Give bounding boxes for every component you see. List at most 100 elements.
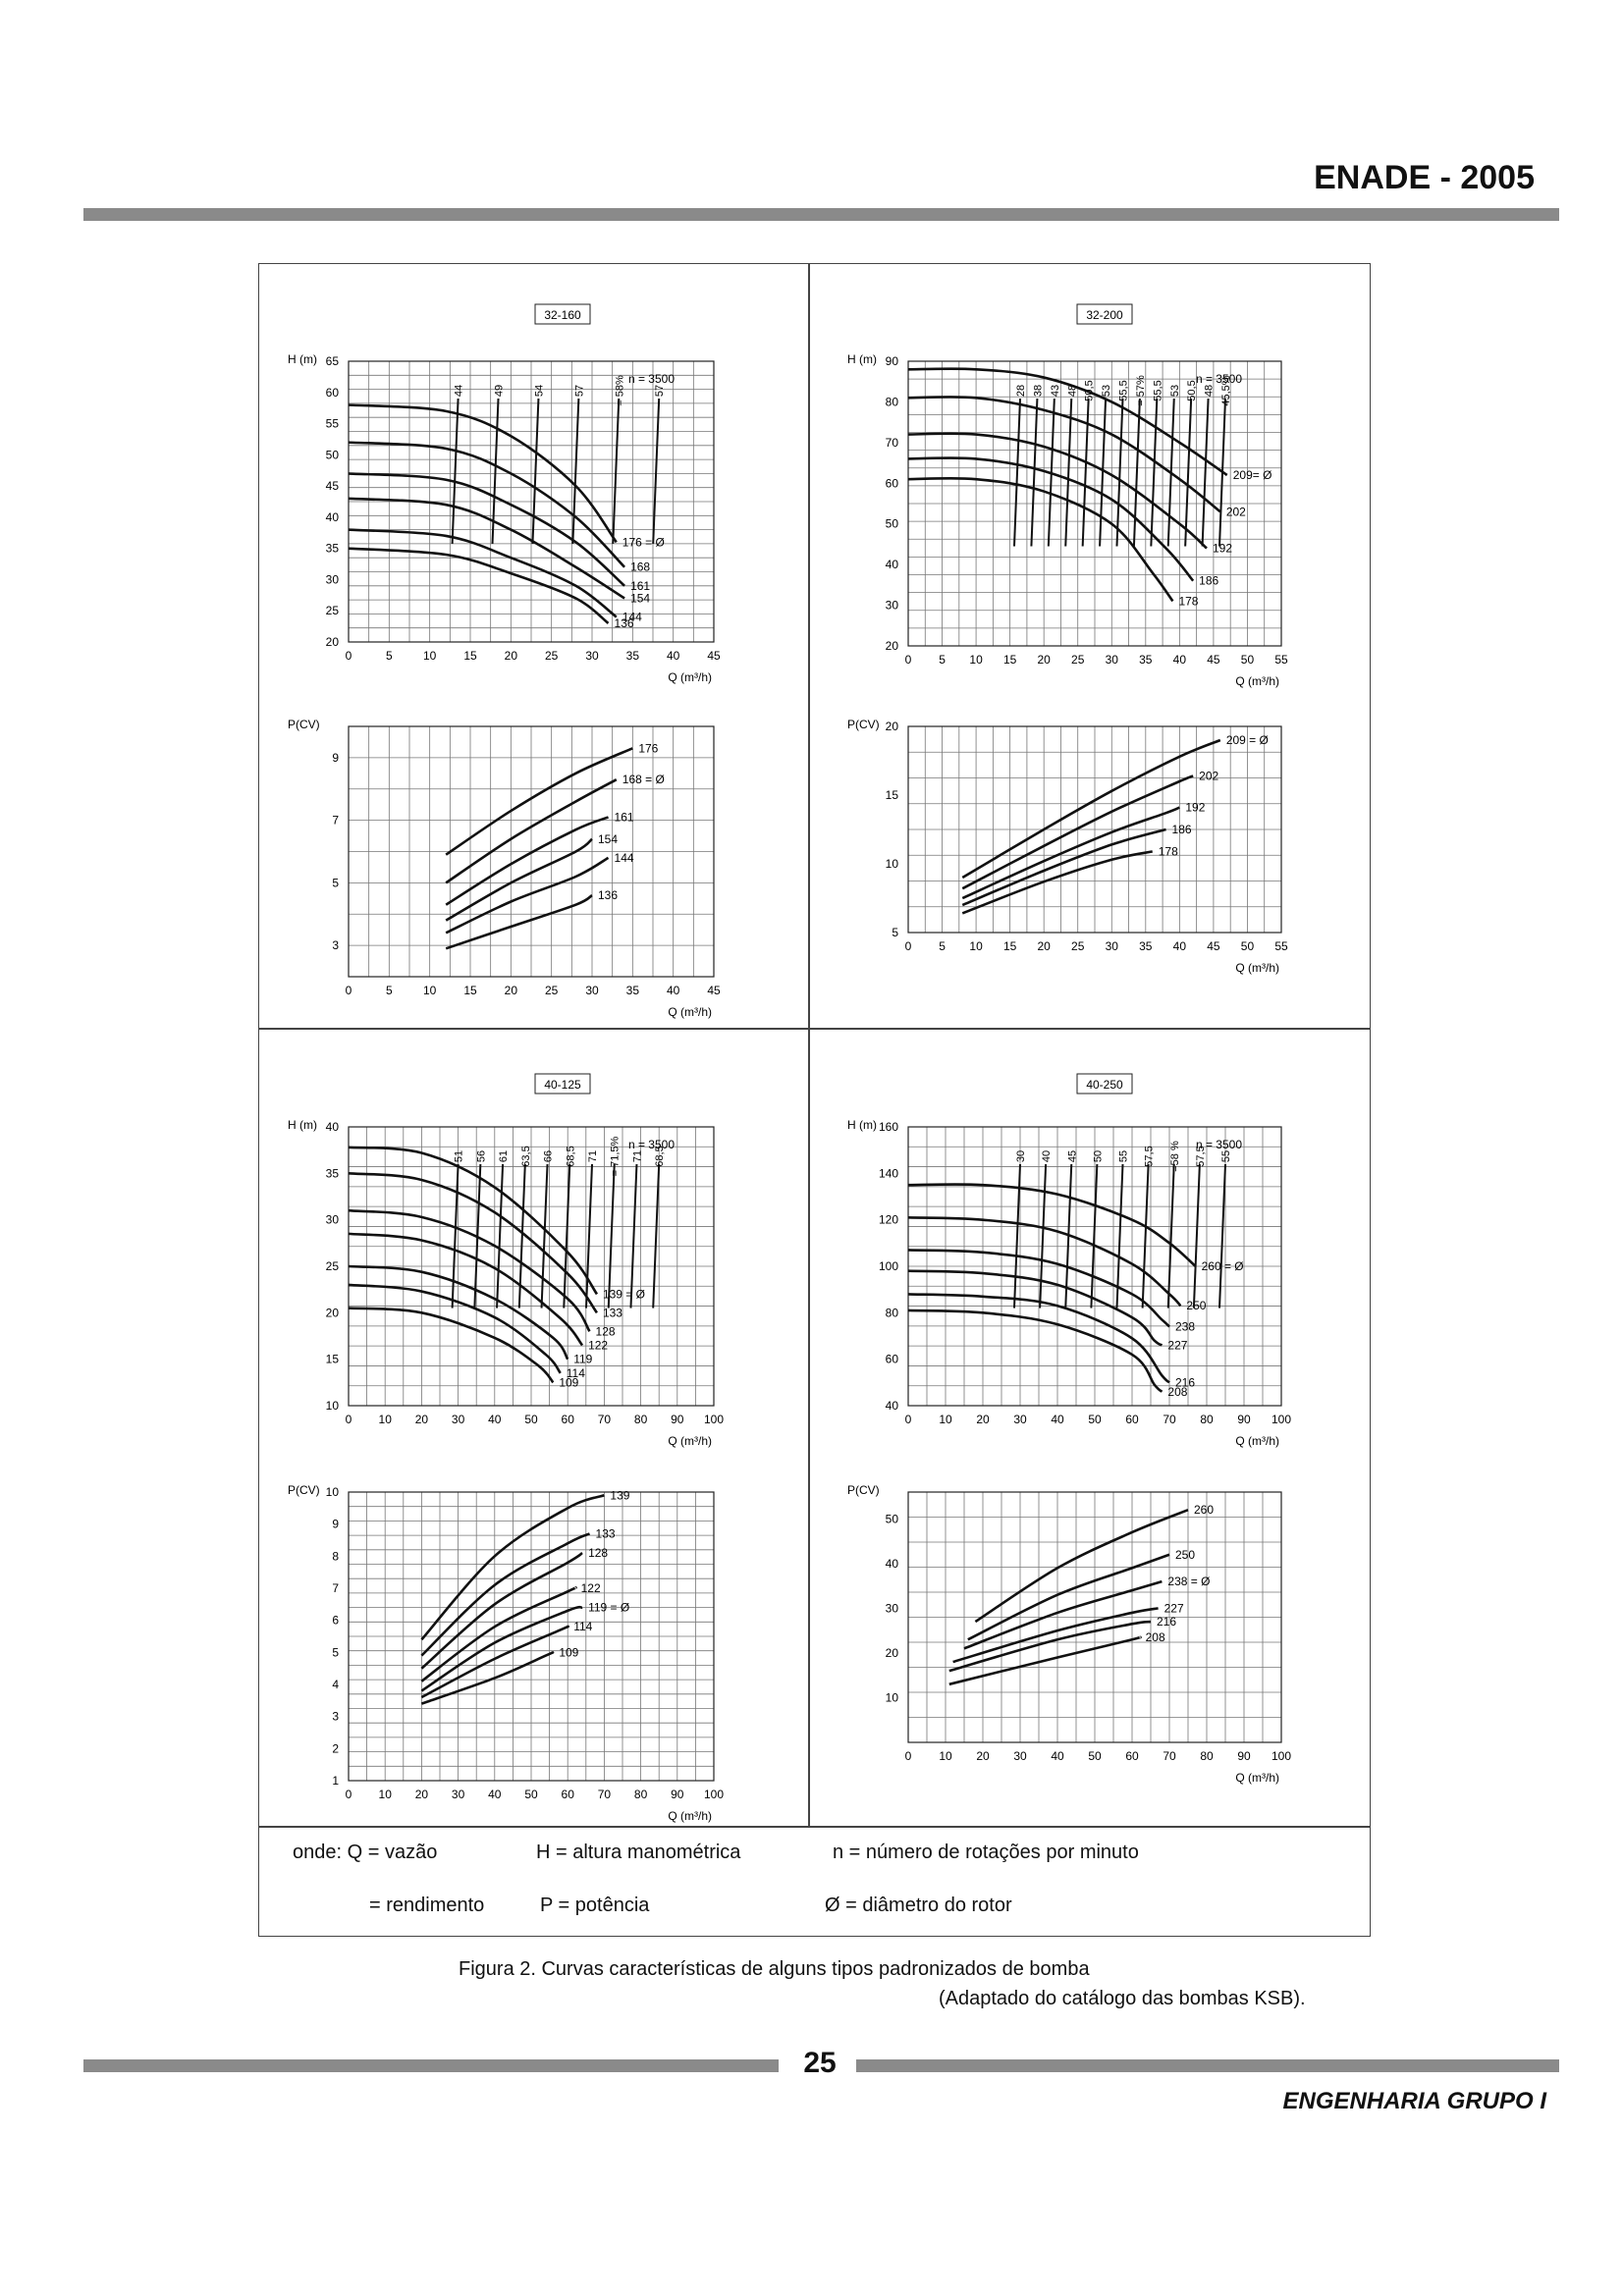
y-tick-label: 8	[332, 1549, 339, 1563]
efficiency-curve	[1115, 398, 1124, 547]
series-label: 209= Ø	[1233, 468, 1272, 482]
series-curve	[420, 1651, 555, 1705]
y-tick-label: 20	[886, 639, 899, 653]
x-tick-label: 50	[524, 1788, 538, 1801]
y-tick-label: 40	[886, 558, 899, 571]
series-label: 136	[615, 616, 634, 630]
x-axis-label: Q (m³/h)	[668, 1809, 712, 1823]
y-axis-label: P(CV)	[847, 1483, 880, 1497]
series-curve	[445, 894, 593, 950]
y-axis-label: P(CV)	[847, 718, 880, 731]
plot-area-border	[348, 360, 715, 643]
legend-p: P = potência	[540, 1895, 650, 1916]
efficiency-curve	[1013, 1163, 1021, 1308]
speed-annotation: n = 3500	[1196, 372, 1242, 386]
y-tick-label: 15	[326, 1353, 340, 1366]
x-tick-label: 70	[1163, 1749, 1176, 1763]
efficiency-label: 57,5	[1144, 1146, 1156, 1166]
power-chart-40-250: 0 10 20 30 40 50 60 70 80 90 100 10 20 30 40 50 Q (m³/h)…	[847, 1483, 1291, 1785]
header-rule	[83, 208, 1559, 221]
y-axis-label: H (m)	[847, 352, 877, 366]
y-tick-label: 10	[326, 1399, 340, 1413]
efficiency-label: 48	[1204, 385, 1216, 397]
x-tick-label: 10	[423, 649, 437, 663]
footer-subject: ENGENHARIA GRUPO I	[1282, 2088, 1546, 2114]
y-tick-label: 45	[326, 479, 340, 493]
y-axis-label: P(CV)	[288, 718, 320, 731]
series-curve	[961, 850, 1153, 915]
efficiency-curve	[1141, 1163, 1150, 1308]
y-tick-label: 9	[332, 1518, 339, 1531]
efficiency-label: 43	[1050, 385, 1061, 397]
y-tick-label: 25	[326, 1259, 340, 1273]
x-tick-label: 35	[1139, 653, 1153, 667]
x-tick-label: 60	[1125, 1749, 1139, 1763]
x-tick-label: 40	[667, 649, 680, 663]
series-curve	[967, 1553, 1170, 1641]
x-axis-label: Q (m³/h)	[1235, 1771, 1279, 1785]
figure-frame	[258, 263, 1371, 1937]
series-curve	[348, 1172, 599, 1314]
chart-title-box	[534, 303, 591, 325]
x-tick-label: 30	[452, 1788, 465, 1801]
series-label: 238	[1175, 1320, 1195, 1334]
efficiency-label: 68,5	[654, 1146, 666, 1166]
efficiency-label: = 57%	[1135, 375, 1147, 406]
series-label: 133	[603, 1306, 622, 1319]
x-tick-label: 5	[939, 939, 946, 953]
y-tick-label: 10	[326, 1485, 340, 1499]
series-label: 216	[1175, 1375, 1195, 1389]
efficiency-label: 50,5	[1186, 380, 1198, 400]
x-tick-label: 25	[1071, 939, 1085, 953]
series-label: 186	[1199, 574, 1218, 588]
y-tick-label: 3	[332, 938, 339, 952]
efficiency-label: 55,5	[1118, 380, 1130, 400]
y-tick-label: 7	[332, 814, 339, 828]
efficiency-label: = 71,5%	[610, 1136, 622, 1176]
x-tick-label: 25	[1071, 653, 1085, 667]
x-tick-label: 100	[704, 1413, 724, 1426]
efficiency-label: 28	[1015, 385, 1027, 397]
efficiency-curve	[1150, 398, 1159, 547]
series-label: 154	[630, 592, 650, 606]
footer-rule-left	[83, 2059, 779, 2072]
efficiency-curve	[1166, 1163, 1175, 1308]
chart-title-box	[1076, 1073, 1133, 1095]
plot-area-border	[907, 360, 1282, 647]
x-tick-label: 80	[1200, 1749, 1214, 1763]
series-label: 144	[622, 611, 642, 624]
x-tick-label: 40	[1173, 939, 1187, 953]
x-axis-label: Q (m³/h)	[668, 670, 712, 684]
series-label: 186	[1172, 823, 1192, 836]
plot-area-border	[907, 1491, 1282, 1743]
x-tick-label: 100	[704, 1788, 724, 1801]
x-tick-label: 10	[969, 653, 983, 667]
y-tick-label: 30	[326, 1213, 340, 1227]
x-tick-label: 90	[671, 1788, 684, 1801]
x-tick-label: 20	[1038, 653, 1052, 667]
series-curve	[907, 1183, 1197, 1267]
series-label: 109	[559, 1645, 578, 1659]
x-axis-label: Q (m³/h)	[668, 1005, 712, 1019]
efficiency-label: 53	[1169, 385, 1181, 397]
series-curve	[907, 1269, 1163, 1347]
efficiency-label: 55	[1118, 1150, 1130, 1162]
efficiency-label: 51	[454, 1150, 465, 1162]
x-tick-label: 0	[346, 649, 352, 663]
y-tick-label: 40	[886, 1399, 899, 1413]
page-header-title: ENADE - 2005	[1314, 159, 1535, 196]
efficiency-label: 38	[1032, 385, 1044, 397]
series-label: 260 = Ø	[1202, 1259, 1244, 1273]
y-tick-label: 20	[886, 720, 899, 733]
series-label: 178	[1159, 844, 1178, 858]
footer-rule-right	[856, 2059, 1559, 2072]
efficiency-curve	[1081, 398, 1090, 547]
efficiency-curve	[1218, 1163, 1226, 1308]
x-tick-label: 20	[505, 649, 518, 663]
x-tick-label: 100	[1271, 1749, 1291, 1763]
series-label: 192	[1185, 801, 1205, 815]
series-label: 119 = Ø	[588, 1601, 629, 1615]
x-axis-label: Q (m³/h)	[1235, 961, 1279, 975]
efficiency-label: 49	[494, 385, 506, 397]
